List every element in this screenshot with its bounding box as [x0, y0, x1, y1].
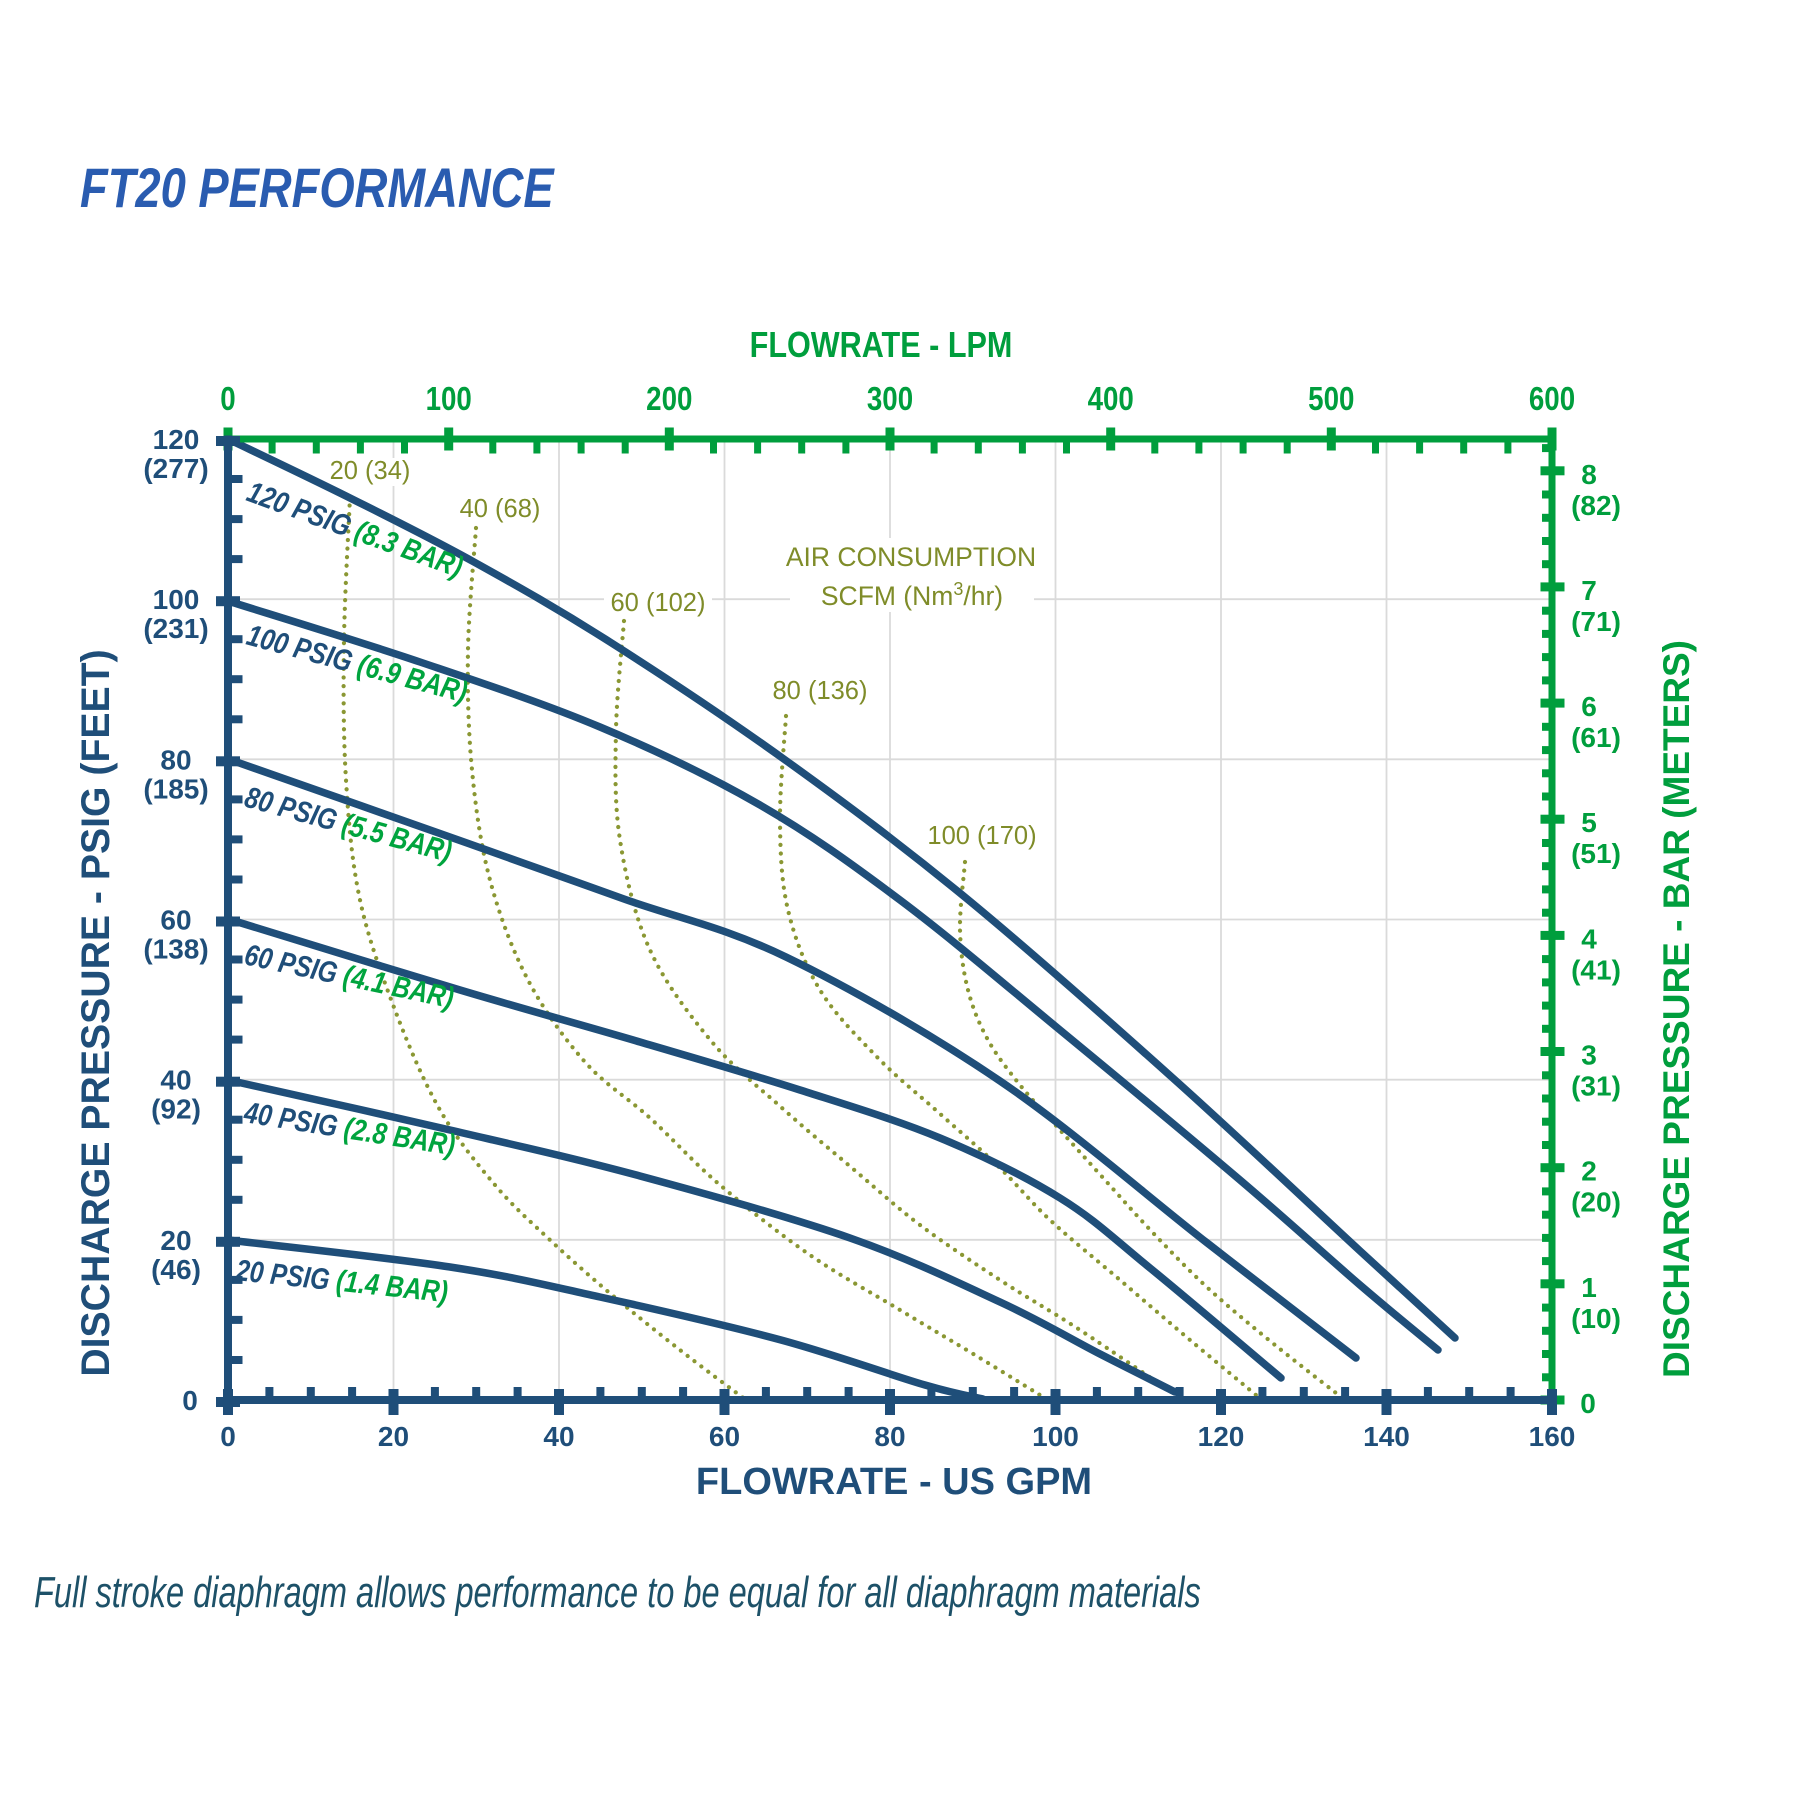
svg-text:Full stroke diaphragm allows p: Full stroke diaphragm allows performance… — [34, 1568, 1201, 1617]
svg-text:FT20 PERFORMANCE: FT20 PERFORMANCE — [80, 156, 555, 219]
svg-text:20 (34): 20 (34) — [330, 457, 411, 485]
svg-text:80: 80 — [160, 744, 191, 775]
svg-text:DISCHARGE PRESSURE - PSIG (FE: DISCHARGE PRESSURE - PSIG (FEET) — [74, 649, 118, 1376]
svg-text:500: 500 — [1308, 381, 1354, 418]
svg-text:FLOWRATE - US GPM: FLOWRATE - US GPM — [696, 1461, 1092, 1503]
svg-text:(41): (41) — [1571, 954, 1621, 985]
svg-text:600: 600 — [1529, 381, 1575, 418]
svg-text:0: 0 — [182, 1385, 198, 1416]
svg-text:3: 3 — [1581, 1040, 1597, 1071]
svg-text:20: 20 — [378, 1421, 409, 1452]
svg-text:5: 5 — [1581, 807, 1597, 838]
svg-text:140: 140 — [1363, 1421, 1410, 1452]
svg-text:0: 0 — [220, 381, 235, 418]
svg-text:120: 120 — [1198, 1421, 1245, 1452]
svg-text:80: 80 — [874, 1421, 905, 1452]
svg-text:60: 60 — [709, 1421, 740, 1452]
svg-text:(31): (31) — [1571, 1071, 1621, 1102]
svg-text:100: 100 — [1032, 1421, 1079, 1452]
svg-text:(185): (185) — [143, 773, 208, 804]
svg-text:120: 120 — [153, 424, 200, 455]
svg-text:400: 400 — [1088, 381, 1134, 418]
svg-text:(71): (71) — [1571, 606, 1621, 637]
svg-text:FLOWRATE - LPM: FLOWRATE - LPM — [750, 326, 1013, 366]
svg-text:DISCHARGE PRESSURE - BAR (METE: DISCHARGE PRESSURE - BAR (METERS) — [1656, 640, 1697, 1378]
svg-text:160: 160 — [1529, 1421, 1576, 1452]
svg-text:SCFM (Nm3/hr): SCFM (Nm3/hr) — [821, 579, 1003, 611]
svg-text:0: 0 — [1580, 1388, 1596, 1419]
svg-text:200: 200 — [646, 381, 692, 418]
svg-text:(138): (138) — [143, 934, 208, 965]
svg-text:2: 2 — [1581, 1156, 1597, 1187]
svg-text:80 (136): 80 (136) — [773, 677, 868, 705]
svg-text:20: 20 — [160, 1225, 191, 1256]
svg-text:300: 300 — [867, 381, 913, 418]
svg-text:100: 100 — [153, 584, 200, 615]
svg-text:40: 40 — [543, 1421, 574, 1452]
svg-text:6: 6 — [1581, 691, 1597, 722]
svg-text:AIR CONSUMPTION: AIR CONSUMPTION — [786, 542, 1036, 572]
svg-text:(10): (10) — [1571, 1303, 1621, 1334]
svg-text:4: 4 — [1581, 923, 1597, 954]
svg-text:(51): (51) — [1571, 838, 1621, 869]
svg-text:1: 1 — [1581, 1272, 1597, 1303]
svg-text:(92): (92) — [151, 1094, 201, 1125]
svg-text:(46): (46) — [151, 1254, 201, 1285]
svg-text:(231): (231) — [143, 613, 208, 644]
svg-text:7: 7 — [1581, 575, 1597, 606]
svg-text:(277): (277) — [143, 453, 208, 484]
svg-text:60 (102): 60 (102) — [611, 589, 706, 617]
svg-text:(61): (61) — [1571, 722, 1621, 753]
svg-text:100: 100 — [426, 381, 472, 418]
svg-text:8: 8 — [1581, 459, 1597, 490]
svg-text:(82): (82) — [1571, 490, 1621, 521]
svg-text:(20): (20) — [1571, 1187, 1621, 1218]
svg-text:40: 40 — [160, 1065, 191, 1096]
svg-text:40 (68): 40 (68) — [460, 495, 541, 523]
svg-text:60: 60 — [160, 905, 191, 936]
svg-text:100 (170): 100 (170) — [927, 822, 1036, 850]
svg-text:0: 0 — [220, 1421, 236, 1452]
